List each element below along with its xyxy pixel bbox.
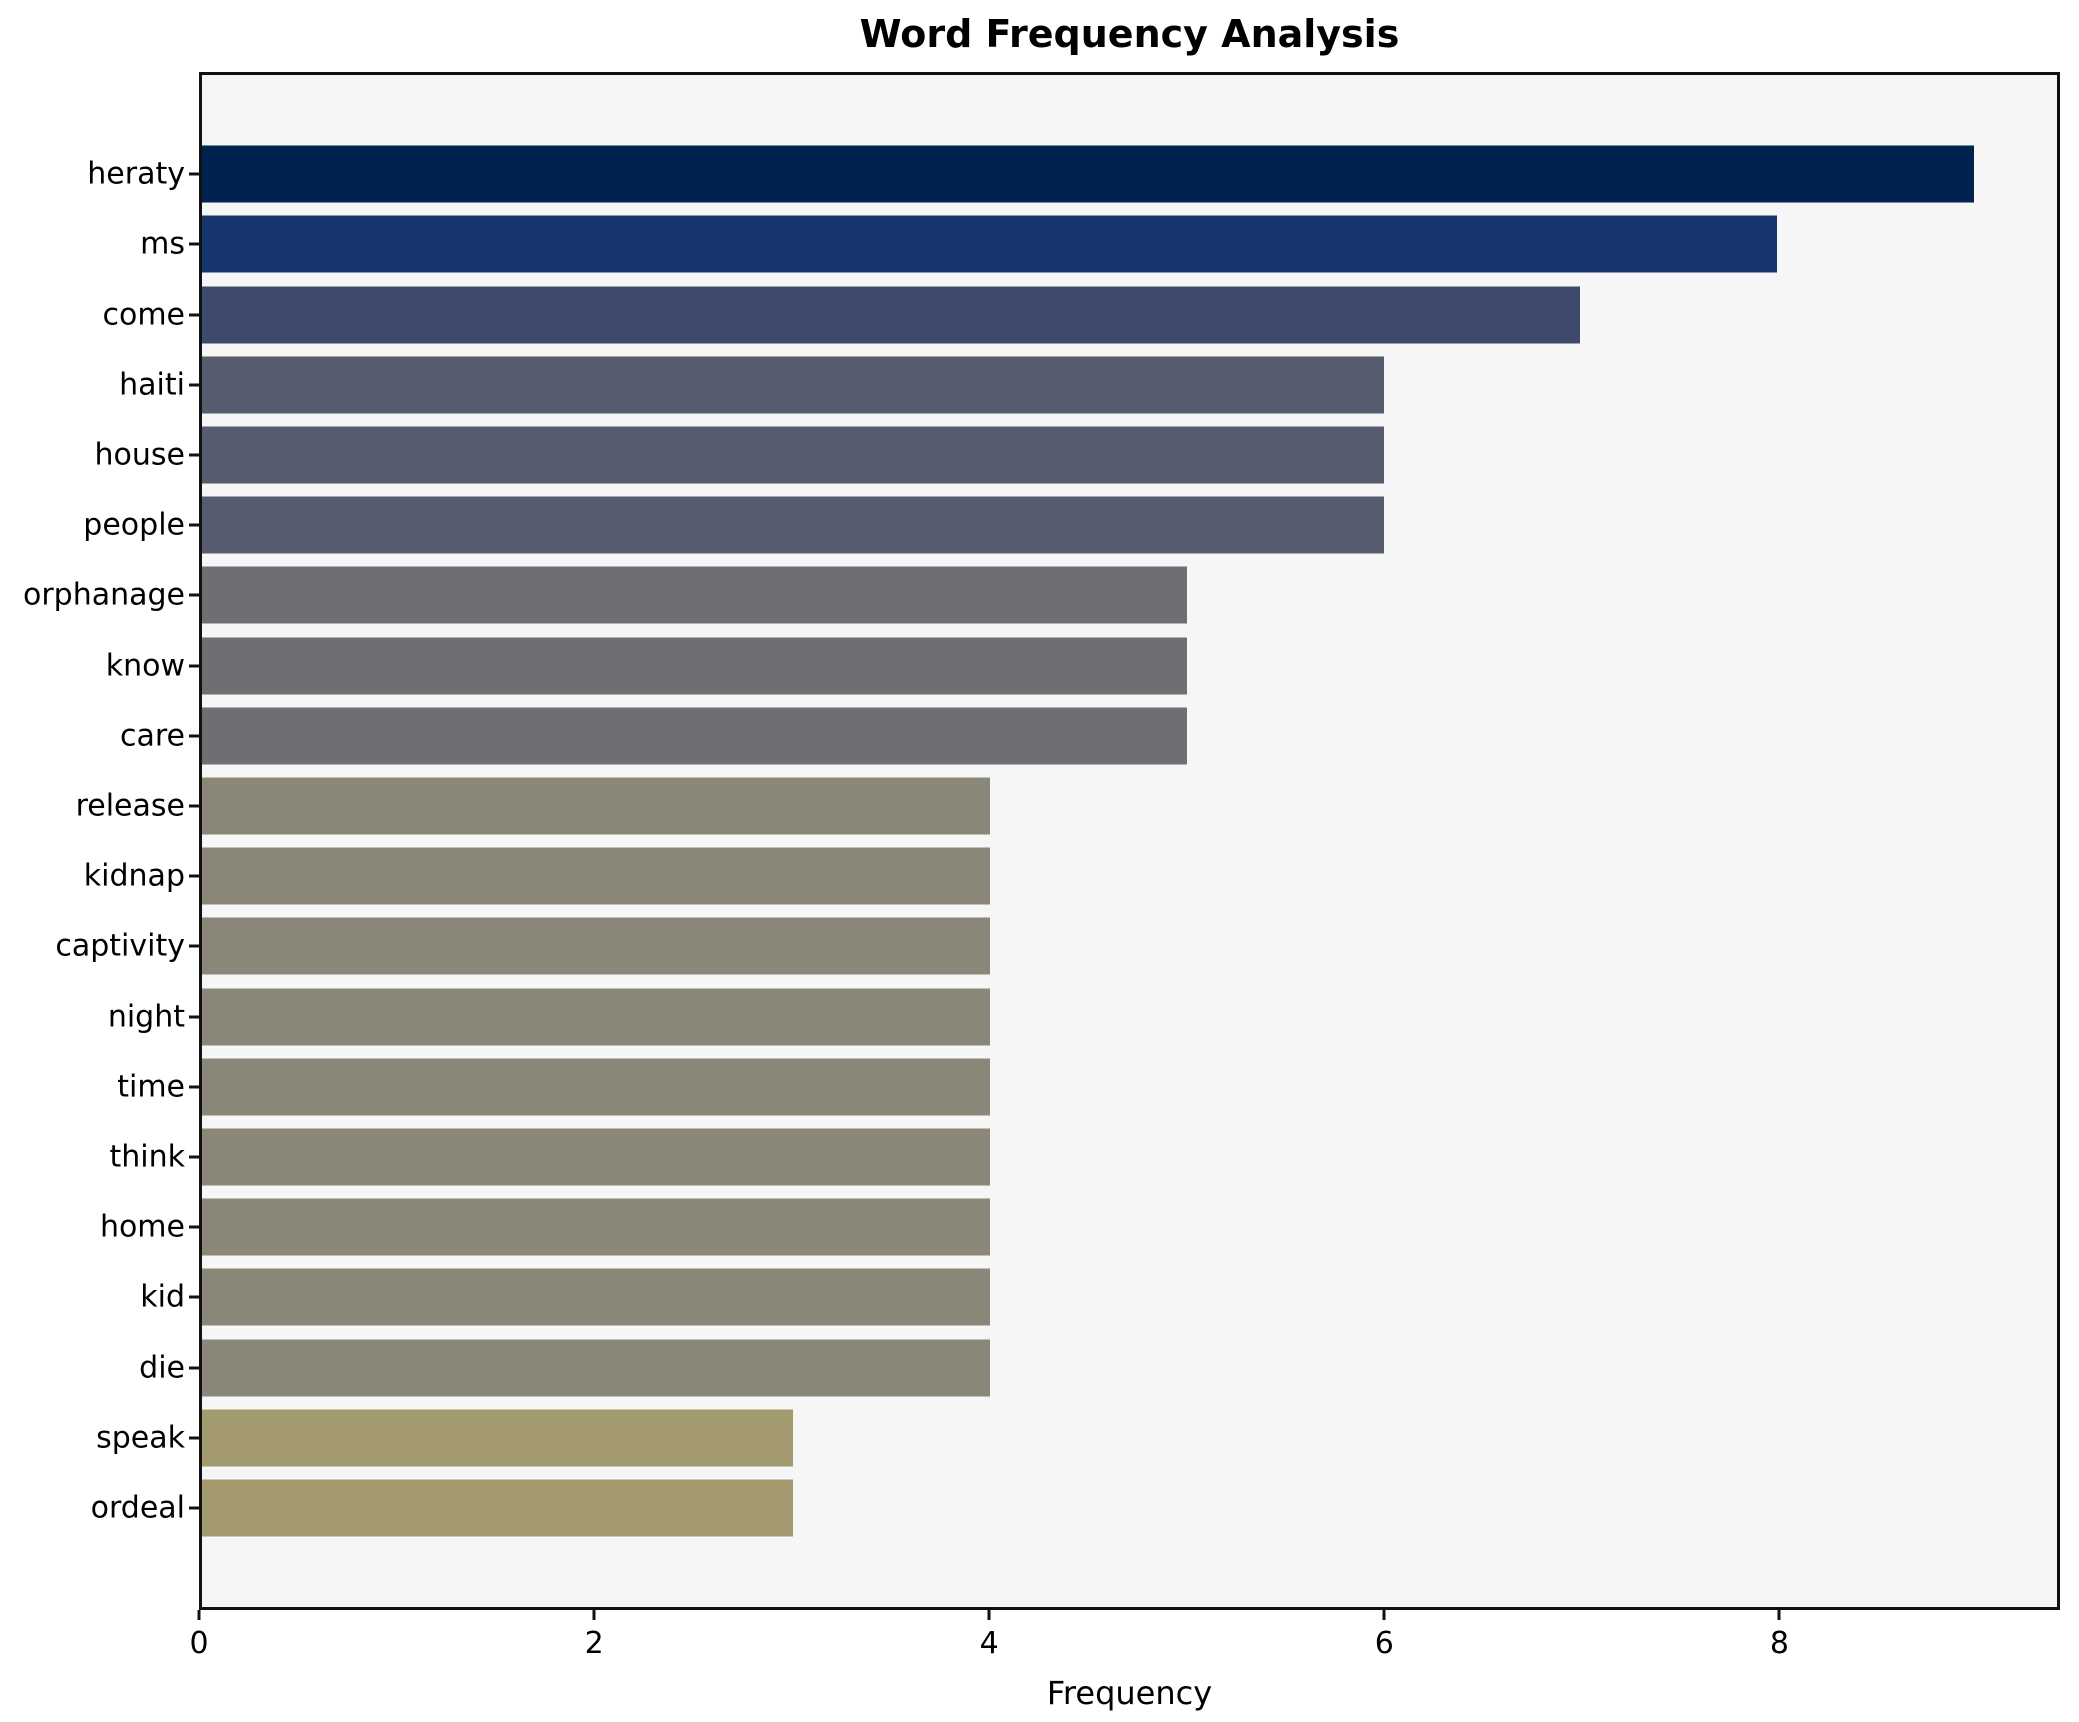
bar-kidnap: [202, 847, 990, 905]
y-tick-label-haiti: haiti: [119, 367, 185, 403]
bar-release: [202, 777, 990, 835]
y-tick-mark: [189, 1295, 200, 1299]
bar-row-house: house: [95, 420, 2057, 490]
bar-orphanage: [202, 566, 1187, 624]
bar-haiti: [202, 356, 1384, 414]
y-tick-mark: [189, 1506, 200, 1510]
y-tick-label-ordeal: ordeal: [90, 1490, 185, 1526]
bar-people: [202, 496, 1384, 554]
bar-row-ms: ms: [140, 209, 2057, 279]
bar-row-night: night: [108, 981, 2057, 1051]
y-tick-label-heraty: heraty: [87, 156, 185, 192]
bar-row-haiti: haiti: [119, 350, 2057, 420]
x-tick-label-6: 6: [1374, 1626, 1394, 1661]
y-tick-label-house: house: [94, 437, 185, 473]
y-tick-label-know: know: [105, 648, 185, 684]
y-tick-label-ms: ms: [140, 226, 185, 262]
bar-know: [202, 637, 1187, 695]
y-tick-mark: [189, 734, 200, 738]
bar-row-die: die: [139, 1332, 2057, 1402]
bar-row-release: release: [76, 771, 2057, 841]
bar-row-people: people: [83, 490, 2057, 560]
y-tick-mark: [189, 1085, 200, 1089]
x-tick-mark: [1382, 1610, 1386, 1620]
bar-ms: [202, 215, 1778, 273]
x-tick-label-8: 8: [1769, 1626, 1789, 1661]
bar-die: [202, 1339, 990, 1397]
x-axis-label: Frequency: [1046, 1674, 1213, 1712]
y-tick-mark: [189, 1015, 200, 1019]
y-tick-label-think: think: [109, 1139, 186, 1175]
y-tick-label-time: time: [117, 1069, 185, 1105]
y-tick-mark: [189, 242, 200, 246]
bar-row-kid: kid: [140, 1262, 2057, 1332]
bar-row-captivity: captivity: [55, 911, 2057, 981]
y-tick-label-people: people: [83, 507, 185, 543]
x-tick-mark: [592, 1610, 596, 1620]
y-tick-mark: [189, 1225, 200, 1229]
bar-time: [202, 1058, 990, 1116]
bar-come: [202, 286, 1581, 343]
chart-title: Word Frequency Analysis: [859, 12, 1400, 56]
bar-ordeal: [202, 1479, 793, 1537]
y-tick-label-home: home: [99, 1209, 185, 1245]
y-tick-mark: [189, 383, 200, 387]
bar-row-come: come: [102, 279, 2057, 349]
bar-row-heraty: heraty: [87, 139, 2057, 209]
x-tick-label-0: 0: [189, 1626, 209, 1661]
y-tick-label-night: night: [107, 999, 185, 1035]
y-tick-label-care: care: [119, 718, 185, 754]
y-tick-label-captivity: captivity: [55, 928, 185, 964]
bar-think: [202, 1128, 990, 1186]
y-tick-mark: [189, 453, 200, 457]
y-tick-mark: [189, 593, 200, 597]
y-tick-mark: [189, 664, 200, 668]
bar-row-home: home: [100, 1192, 2057, 1262]
bar-speak: [202, 1409, 793, 1467]
y-tick-mark: [189, 874, 200, 878]
bar-row-ordeal: ordeal: [91, 1473, 2057, 1543]
bar-night: [202, 988, 990, 1046]
x-axis: 0 2 4 6 8: [189, 1610, 2060, 1670]
y-tick-label-die: die: [139, 1350, 185, 1386]
x-tick-label-4: 4: [979, 1626, 999, 1661]
y-tick-label-orphanage: orphanage: [22, 577, 185, 613]
bar-row-kidnap: kidnap: [84, 841, 2057, 911]
bar-rows-container: heraty ms come haiti house people orphanage kno…: [23, 75, 2057, 1607]
bar-kid: [202, 1268, 990, 1326]
bar-captivity: [202, 917, 990, 975]
x-tick-mark: [197, 1610, 201, 1620]
bar-heraty: [202, 145, 1975, 203]
y-tick-label-kidnap: kidnap: [83, 858, 185, 894]
bar-row-know: know: [106, 630, 2057, 700]
bar-care: [202, 707, 1187, 765]
x-tick-mark: [1777, 1610, 1781, 1620]
bar-row-orphanage: orphanage: [23, 560, 2057, 630]
plot-area: heraty ms come haiti house people orphanage kno…: [23, 72, 2060, 1610]
y-tick-label-come: come: [102, 297, 185, 332]
y-tick-mark: [189, 804, 200, 808]
y-tick-mark: [189, 313, 200, 316]
y-tick-mark: [189, 1366, 200, 1370]
y-tick-label-kid: kid: [140, 1279, 185, 1315]
bar-row-time: time: [117, 1052, 2057, 1122]
y-tick-mark: [189, 1436, 200, 1440]
y-tick-mark: [189, 523, 200, 527]
x-tick-label-2: 2: [584, 1626, 604, 1661]
bar-row-think: think: [110, 1122, 2057, 1192]
y-tick-mark: [189, 1155, 200, 1159]
y-tick-mark: [189, 172, 200, 176]
bar-home: [202, 1198, 990, 1256]
y-tick-label-release: release: [75, 788, 185, 824]
bar-row-speak: speak: [96, 1403, 2057, 1473]
bar-house: [202, 426, 1384, 484]
y-tick-mark: [189, 944, 200, 948]
y-tick-label-speak: speak: [96, 1420, 185, 1456]
x-tick-mark: [987, 1610, 991, 1620]
bar-row-care: care: [120, 701, 2057, 771]
